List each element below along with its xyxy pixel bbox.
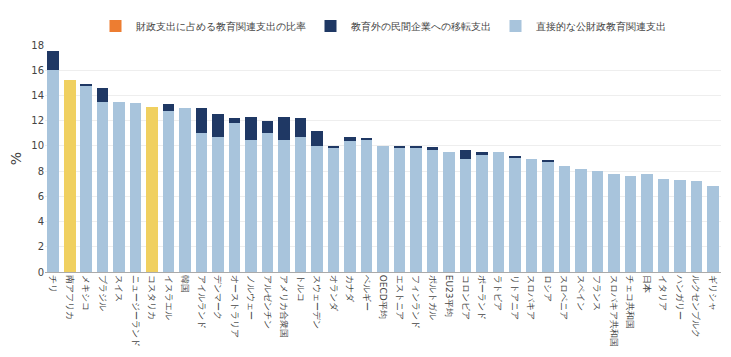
svg-text:2: 2 [38, 241, 44, 252]
svg-text:フランス: フランス [592, 275, 602, 311]
svg-text:スロバキア共和国: スロバキア共和国 [609, 275, 619, 347]
svg-text:ルクセンブルク: ルクセンブルク [691, 275, 701, 338]
svg-text:南アフリカ: 南アフリカ [65, 275, 75, 320]
svg-text:チリ: チリ [48, 275, 58, 293]
svg-text:リトアニア: リトアニア [510, 275, 520, 320]
svg-text:コロンビア: コロンビア [461, 275, 471, 320]
svg-text:教育外の民間企業への移転支出: 教育外の民間企業への移転支出 [351, 21, 491, 32]
svg-text:ポーランド: ポーランド [477, 275, 487, 320]
svg-text:0: 0 [38, 267, 44, 278]
svg-text:8: 8 [38, 166, 44, 177]
svg-text:4: 4 [38, 216, 44, 227]
svg-text:オランダ: オランダ [329, 275, 339, 312]
svg-text:メキシコ: メキシコ [81, 275, 91, 311]
svg-text:フィンランド: フィンランド [411, 275, 421, 329]
svg-text:スペイン: スペイン [576, 275, 586, 311]
svg-text:スイス: スイス [114, 275, 124, 302]
svg-text:アルゼンチン: アルゼンチン [263, 275, 273, 329]
svg-text:EU23平均: EU23平均 [444, 275, 454, 317]
svg-text:スロベニア: スロベニア [559, 275, 569, 320]
svg-text:ブラジル: ブラジル [98, 275, 108, 311]
svg-text:イスラエル: イスラエル [164, 275, 174, 320]
svg-text:ギリシャ: ギリシャ [708, 275, 718, 311]
svg-text:アイルランド: アイルランド [197, 275, 207, 329]
svg-text:16: 16 [31, 65, 44, 76]
svg-text:チェコ共和国: チェコ共和国 [625, 275, 635, 329]
svg-text:%: % [8, 152, 24, 165]
svg-text:ラトビア: ラトビア [493, 275, 503, 311]
svg-text:トルコ: トルコ [296, 275, 306, 302]
svg-text:18: 18 [31, 40, 44, 51]
svg-text:14: 14 [31, 90, 44, 101]
svg-text:ロシア: ロシア [543, 275, 553, 302]
svg-text:ベルギー: ベルギー [362, 275, 372, 311]
svg-text:財政支出に占める教育関連支出の比率: 財政支出に占める教育関連支出の比率 [136, 21, 306, 32]
svg-text:韓国: 韓国 [180, 275, 190, 293]
svg-text:日本: 日本 [642, 275, 652, 293]
svg-text:スロバキア: スロバキア [526, 275, 536, 320]
svg-text:6: 6 [38, 191, 44, 202]
svg-text:10: 10 [31, 140, 44, 151]
svg-text:カナダ: カナダ [345, 275, 355, 303]
svg-text:オーストラリア: オーストラリア [230, 275, 240, 338]
svg-text:ハンガリー: ハンガリー [675, 274, 685, 320]
svg-text:イタリア: イタリア [658, 275, 668, 311]
svg-text:ポルトガル: ポルトガル [428, 275, 438, 320]
svg-text:ノルウェー: ノルウェー [246, 275, 256, 320]
svg-text:デンマーク: デンマーク [213, 275, 223, 320]
svg-text:アメリカ合衆国: アメリカ合衆国 [279, 275, 289, 338]
svg-text:ニュージーランド: ニュージーランド [131, 275, 141, 347]
svg-text:直接的な公財政教育関連支出: 直接的な公財政教育関連支出 [536, 21, 666, 32]
svg-text:スウェーデン: スウェーデン [312, 275, 322, 329]
svg-text:12: 12 [31, 115, 44, 126]
svg-text:OECD平均: OECD平均 [378, 275, 388, 319]
svg-text:エストニア: エストニア [395, 275, 405, 320]
svg-text:コスタリカ: コスタリカ [147, 275, 157, 320]
